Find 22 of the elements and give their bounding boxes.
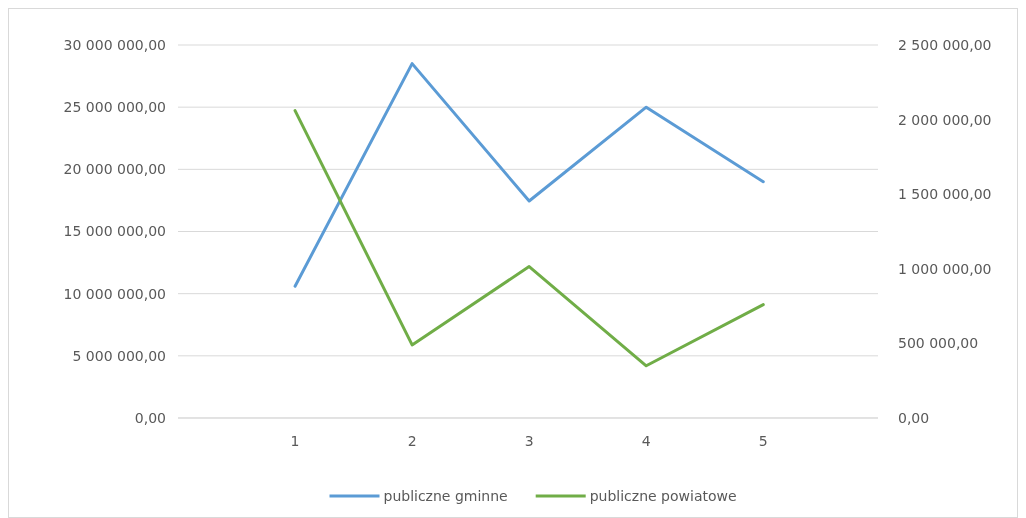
line-series: [293, 109, 765, 368]
y2-tick-label: 2 000 000,00: [898, 111, 992, 128]
x-tick-label: 5: [758, 433, 768, 449]
x-tick-label: 3: [524, 433, 534, 449]
x-tick-label: 2: [407, 433, 417, 449]
y-tick-label: 25 000 000,00: [63, 99, 166, 116]
y-tick-label: 0,00: [134, 409, 166, 426]
y2-tick-label: 500 000,00: [898, 335, 979, 352]
y-tick-label: 10 000 000,00: [63, 285, 166, 302]
line-series: [293, 62, 765, 288]
y-tick-label: 5 000 000,00: [72, 347, 166, 364]
y-tick-label: 20 000 000,00: [63, 161, 166, 178]
legend-label: publiczne powiatowe: [589, 487, 737, 504]
y2-tick-label: 0,00: [898, 409, 930, 426]
legend-label: publiczne gminne: [383, 487, 508, 504]
y-tick-label: 15 000 000,00: [63, 223, 166, 240]
x-tick-label: 1: [290, 433, 300, 449]
y-tick-label: 30 000 000,00: [63, 36, 166, 53]
x-tick-label: 4: [641, 433, 651, 449]
y2-tick-label: 1 500 000,00: [898, 186, 992, 203]
y2-tick-label: 1 000 000,00: [898, 260, 992, 277]
y2-tick-label: 2 500 000,00: [898, 36, 992, 53]
